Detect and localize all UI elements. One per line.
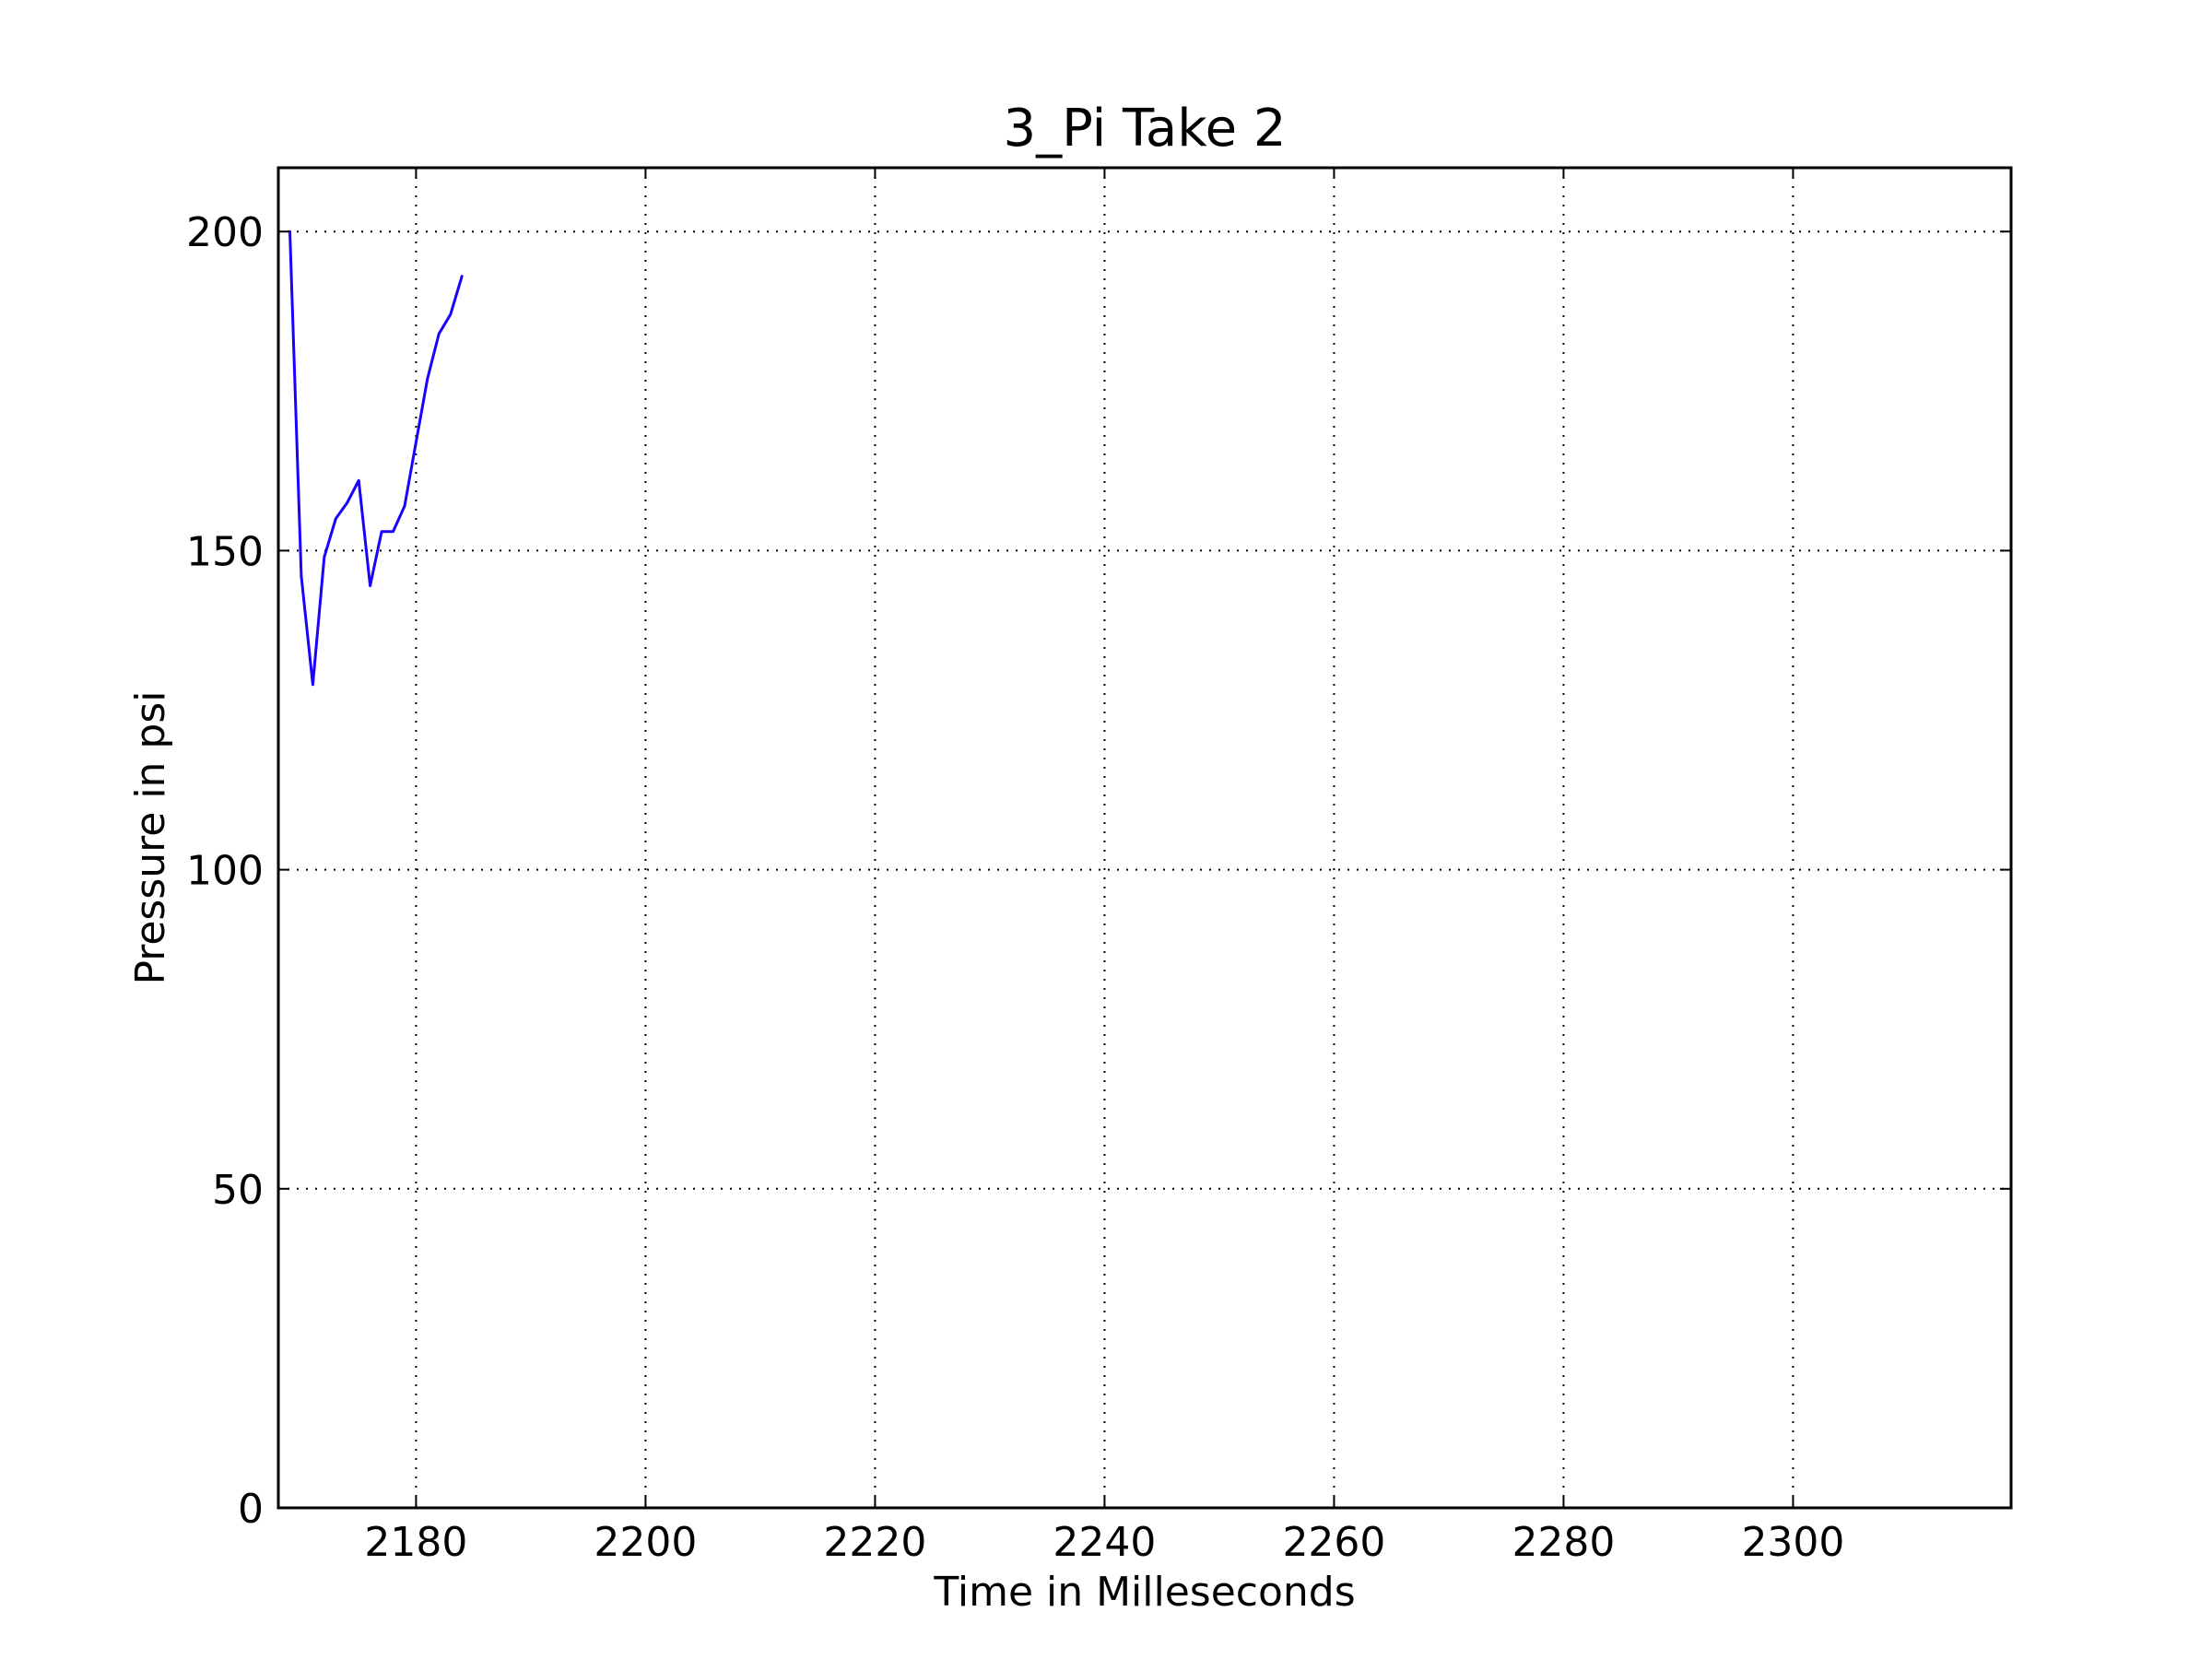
x-axis-label: Time in Milleseconds	[933, 1569, 1355, 1616]
x-tick-label: 2280	[1512, 1519, 1615, 1566]
y-tick-label: 50	[212, 1167, 264, 1214]
y-tick-label: 200	[186, 209, 264, 256]
y-tick-label: 0	[238, 1486, 264, 1533]
x-tick-label: 2260	[1282, 1519, 1385, 1566]
y-axis-label: Pressure in psi	[127, 690, 174, 984]
x-tick-label: 2240	[1053, 1519, 1156, 1566]
series-line-0	[288, 229, 464, 687]
x-tick-label: 2200	[594, 1519, 697, 1566]
chart-title: 3_Pi Take 2	[1003, 99, 1286, 159]
plot-frame	[276, 166, 2013, 1510]
ticks: 2180 2200 2220 2240 2260 2280 2300 0 50 100 150 200	[186, 168, 2011, 1566]
y-tick-label: 150	[186, 528, 264, 575]
x-tick-label: 2180	[364, 1519, 467, 1566]
x-tick-label: 2220	[823, 1519, 926, 1566]
grid	[278, 168, 2011, 1508]
y-tick-label: 100	[186, 848, 264, 895]
x-tick-label: 2300	[1741, 1519, 1844, 1566]
plot-series	[288, 229, 464, 687]
